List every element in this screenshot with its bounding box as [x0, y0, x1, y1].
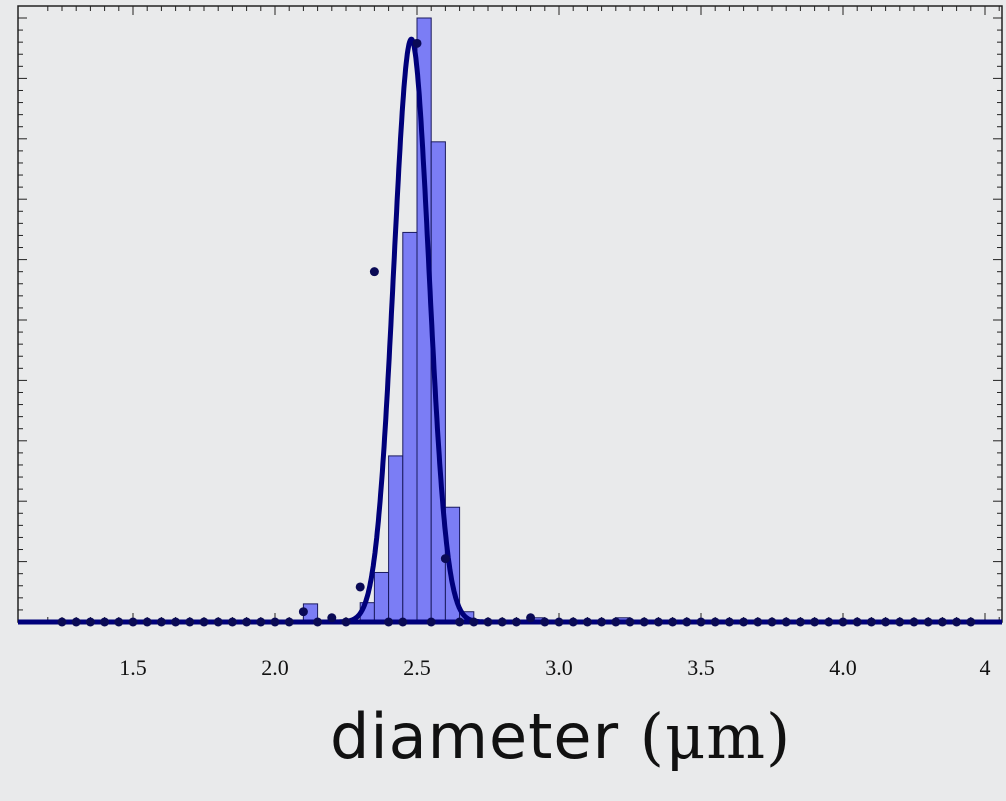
x-tick-label: 4.0	[829, 655, 857, 680]
data-point	[625, 617, 635, 627]
x-tick-label: 1.5	[119, 655, 147, 680]
data-point	[185, 617, 195, 627]
data-point	[71, 617, 81, 627]
data-point	[497, 617, 507, 627]
data-point	[682, 617, 692, 627]
x-axis-label-text: diameter	[330, 700, 620, 773]
data-point	[199, 617, 209, 627]
data-point	[923, 617, 933, 627]
data-point	[483, 617, 493, 627]
data-point	[327, 613, 337, 623]
data-point	[128, 617, 138, 627]
data-point	[298, 607, 308, 617]
data-point	[582, 617, 592, 627]
x-axis-label-unit: (μm)	[639, 700, 792, 773]
data-point	[952, 617, 962, 627]
data-point	[213, 617, 223, 627]
data-point	[597, 617, 607, 627]
data-point	[156, 617, 166, 627]
data-point	[540, 617, 550, 627]
data-point	[355, 582, 365, 592]
histogram-bar	[388, 455, 404, 623]
data-point	[369, 267, 379, 277]
data-point	[753, 617, 763, 627]
data-point	[440, 554, 450, 564]
data-point	[795, 617, 805, 627]
data-point	[227, 617, 237, 627]
data-point	[937, 617, 947, 627]
data-point	[256, 617, 266, 627]
data-point	[668, 617, 678, 627]
data-point	[568, 617, 578, 627]
data-point	[724, 617, 734, 627]
data-point	[696, 617, 706, 627]
data-point	[341, 617, 351, 627]
data-point	[526, 613, 536, 623]
histogram-bar	[373, 571, 390, 623]
data-point	[866, 617, 876, 627]
data-point	[270, 617, 280, 627]
data-point	[611, 617, 621, 627]
data-point	[739, 617, 749, 627]
x-axis-label: diameter (μm)	[330, 700, 791, 773]
data-point	[57, 617, 67, 627]
data-point	[824, 617, 834, 627]
x-tick-label: 3.5	[687, 655, 715, 680]
data-point	[838, 617, 848, 627]
data-point	[242, 617, 252, 627]
data-point	[412, 38, 422, 48]
data-point	[852, 617, 862, 627]
plot-frame	[17, 5, 1003, 623]
data-point	[100, 617, 110, 627]
data-point	[455, 617, 465, 627]
data-point	[426, 617, 436, 627]
data-point	[966, 617, 976, 627]
data-point	[384, 617, 394, 627]
data-point	[469, 617, 479, 627]
data-point	[171, 617, 181, 627]
data-point	[653, 617, 663, 627]
data-point	[114, 617, 124, 627]
data-point	[398, 617, 408, 627]
data-point	[313, 617, 323, 627]
data-point	[909, 617, 919, 627]
x-tick-label: 4	[980, 655, 991, 680]
data-point	[639, 617, 649, 627]
data-point	[767, 617, 777, 627]
data-point	[781, 617, 791, 627]
data-point	[554, 617, 564, 627]
x-tick-label: 3.0	[545, 655, 573, 680]
data-point	[710, 617, 720, 627]
x-tick-label: 2.0	[261, 655, 289, 680]
data-point	[284, 617, 294, 627]
data-point	[511, 617, 521, 627]
gaussian-fit-line	[45, 36, 987, 625]
data-point	[85, 617, 95, 627]
histogram-bar	[402, 231, 418, 623]
data-point	[895, 617, 905, 627]
data-point	[142, 617, 152, 627]
data-point	[810, 617, 820, 627]
x-tick-label: 2.5	[403, 655, 431, 680]
data-point	[881, 617, 891, 627]
